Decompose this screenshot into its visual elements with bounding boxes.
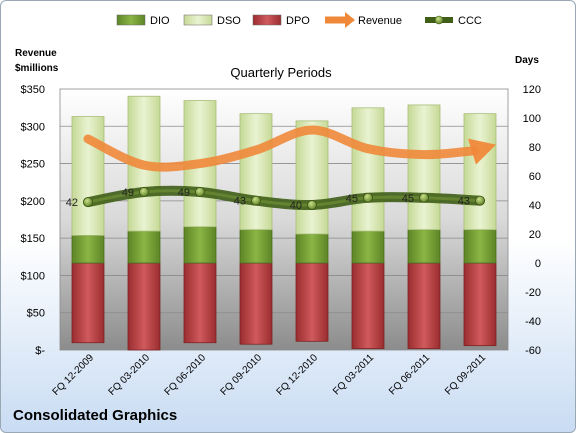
ccc-series: 42 49 49 43 40 45 45 43 [66,185,485,212]
right-tick-label: 20 [529,229,541,241]
bar-dio [407,229,441,264]
bar-dio [183,226,217,264]
bar-dio [295,233,329,264]
x-tick-label: FQ 09-2011 [443,352,488,397]
bar-dso [239,113,273,231]
right-tick-label: 0 [535,258,541,270]
x-tick-label: FQ 06-2011 [387,352,432,397]
ccc-marker [475,195,485,206]
legend: DIO DSO DPO Revenue CCC [116,12,482,28]
x-tick-label: FQ 06-2010 [163,352,209,398]
bar-dpo [295,262,329,342]
right-tick-label: 60 [529,171,541,183]
x-tick-label: FQ 03-2011 [331,352,376,397]
left-tick-label: $250 [21,159,45,171]
ccc-marker [83,197,93,208]
x-axis-ticks: FQ 12-2009 FQ 03-2010 FQ 06-2010 FQ 09-2010… [51,352,489,398]
right-tick-label: 40 [529,200,541,212]
right-tick-label: 100 [523,113,541,125]
chart-title: Quarterly Periods [230,65,332,80]
ccc-marker [419,192,429,203]
left-axis-label-line1: Revenue [15,48,57,59]
bar-dso [71,116,105,236]
legend-label-dso: DSO [217,15,241,27]
bar-dso [351,107,385,232]
ccc-data-label: 42 [66,197,78,209]
ccc-marker [363,192,373,203]
x-tick-label: FQ 12-2010 [275,352,321,398]
bar-dpo [71,262,105,344]
bar-dpo [127,262,161,351]
ccc-data-label: 40 [290,200,302,212]
revenue-series [83,125,496,172]
right-tick-label: 80 [529,142,541,154]
legend-label-ccc: CCC [458,15,482,27]
right-axis-ticks: -60 -40 -20 0 20 40 60 80 100 120 [523,84,541,357]
ccc-marker [195,187,205,197]
bar-dpo [463,262,497,347]
left-tick-label: $150 [21,233,45,245]
bar-dso [295,120,329,235]
ccc-data-label: 43 [234,196,246,208]
ccc-data-label: 49 [122,187,134,199]
plot-area [59,88,509,351]
bar-dio [127,230,161,264]
left-tick-label: $50 [27,308,45,320]
bar-dso [463,113,497,231]
legend-swatch-dio [116,14,146,26]
ccc-data-label: 45 [346,193,358,205]
left-tick-label: $100 [21,270,45,282]
legend-swatch-dpo [252,14,282,26]
x-tick-label: FQ 03-2010 [107,352,153,398]
left-tick-label: $300 [21,121,45,133]
bar-dio [239,229,273,264]
ccc-data-label: 49 [178,187,190,199]
left-tick-label: $350 [21,84,45,96]
legend-swatch-dso [183,14,213,26]
legend-swatch-ccc-marker [434,15,444,25]
bar-dpo [351,262,385,349]
revenue-line [83,125,479,172]
ccc-marker [139,187,149,197]
ccc-marker [251,195,261,206]
right-tick-label: -60 [525,345,541,357]
legend-swatch-revenue-arrow [345,12,355,28]
right-tick-label: 120 [523,84,541,96]
bar-dpo [407,262,441,349]
bar-dio [351,230,385,264]
left-tick-label: $- [35,345,45,357]
revenue-arrowhead [468,138,496,165]
legend-label-dpo: DPO [286,15,310,27]
bar-dpo [239,262,273,345]
bars [71,95,497,351]
company-name: Consolidated Graphics [13,407,177,424]
right-tick-label: -40 [525,316,541,328]
x-tick-label: FQ 12-2009 [51,352,97,398]
bar-dpo [183,262,217,344]
legend-label-dio: DIO [150,15,170,27]
ccc-data-label: 43 [458,196,470,208]
bar-dso [407,104,441,231]
left-axis-ticks: $- $50 $100 $150 $200 $250 $300 $350 [21,84,46,357]
right-tick-label: -20 [525,287,541,299]
bar-dio [463,229,497,264]
bar-dio [71,235,105,264]
left-tick-label: $200 [21,196,45,208]
legend-label-revenue: Revenue [358,15,402,27]
right-axis-label: Days [515,55,539,66]
ccc-data-label: 45 [402,193,414,205]
left-axis-label-line2: $millions [15,63,59,74]
x-tick-label: FQ 09-2010 [219,352,265,398]
ccc-marker [307,200,317,210]
